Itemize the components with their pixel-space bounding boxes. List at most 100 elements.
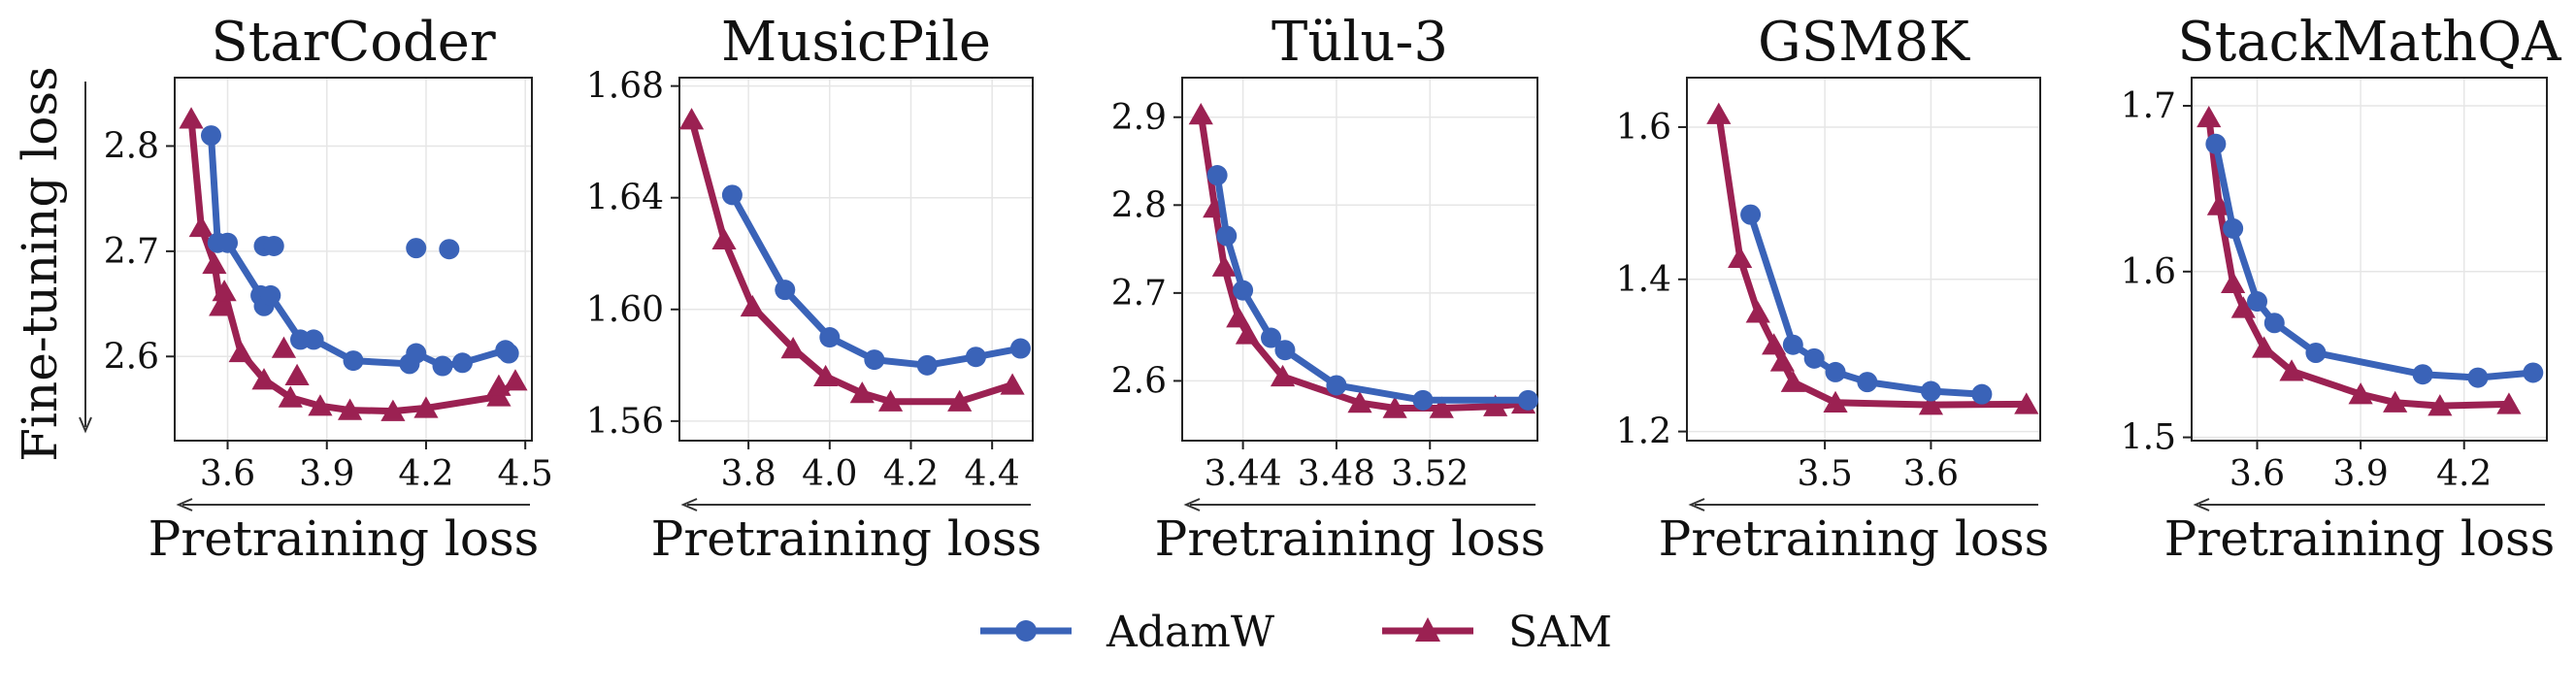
data-point-adamw [2523, 362, 2544, 383]
data-point-adamw [1274, 340, 1296, 361]
series-sam [179, 107, 528, 421]
y-axis-label-arrow-head [79, 416, 92, 434]
data-point-adamw [1233, 280, 1254, 301]
chart-title: StackMathQA [2177, 11, 2561, 74]
data-point-sam [284, 363, 310, 385]
chart-title: GSM8K [1758, 11, 1970, 74]
data-point-adamw [965, 346, 986, 368]
y-tick-label: 2.9 [1111, 98, 1167, 138]
data-point-sam [2196, 105, 2222, 128]
data-point-adamw [2223, 217, 2244, 239]
data-point-adamw [2205, 133, 2227, 154]
y-tick-label: 2.6 [1111, 361, 1167, 401]
y-axis-label-group: Fine-tuning loss [12, 66, 92, 462]
series-sam [678, 108, 1025, 412]
x-tick-label: 3.52 [1391, 454, 1469, 494]
y-tick-label: 2.8 [1111, 185, 1167, 225]
plot-frame [1686, 77, 2041, 442]
data-point-sam [1188, 103, 1213, 125]
data-point-sam [179, 107, 204, 129]
x-axis-label-arrow-head [176, 498, 193, 512]
data-point-adamw [200, 125, 221, 147]
chart-title: MusicPile [721, 11, 991, 74]
data-point-sam [228, 340, 253, 363]
y-tick-label: 1.56 [586, 402, 664, 442]
data-point-sam [212, 280, 237, 302]
data-point-sam [1728, 246, 1753, 269]
data-point-sam [2252, 336, 2277, 358]
panel-t-lu-3: 3.44 3.48 3.52 2.6 2.7 2.8 2.9 Tülu-3 Pretrainin… [1111, 11, 1546, 567]
x-tick-label: 3.44 [1205, 454, 1282, 494]
data-point-sam [2230, 296, 2256, 318]
panel-musicpile: 3.8 4.0 4.2 4.4 1.56 1.60 1.64 1.68 MusicPile Pre… [586, 11, 1041, 567]
data-point-adamw [263, 235, 284, 256]
data-point-adamw [217, 232, 239, 253]
data-point-adamw [1920, 380, 1941, 402]
data-point-sam [337, 398, 363, 420]
extra-points-adamw [253, 235, 460, 260]
y-tick-label: 1.64 [586, 179, 664, 218]
data-point-sam [780, 337, 806, 359]
legend: AdamW SAM [980, 608, 1612, 657]
data-point-adamw [1782, 334, 1803, 355]
data-point-sam [308, 394, 333, 416]
y-tick-label: 1.5 [2121, 418, 2176, 458]
data-point-sam [947, 389, 973, 412]
x-tick-label: 3.6 [2229, 454, 2285, 494]
x-tick-label: 3.9 [2332, 454, 2388, 494]
x-axis-label-arrow-head [2193, 498, 2210, 512]
data-point-sam [1347, 391, 1372, 413]
data-point-sam [1483, 394, 1508, 416]
data-point-sam [2427, 394, 2453, 416]
x-axis-label: Pretraining loss [149, 511, 540, 567]
data-point-sam [849, 381, 875, 404]
series-adamw [1740, 204, 1993, 405]
y-tick-label: 2.7 [1111, 274, 1167, 314]
data-point-adamw [1326, 375, 1347, 396]
legend-adamw-marker [1015, 620, 1037, 642]
data-point-sam [380, 399, 406, 421]
y-tick-label: 1.68 [586, 67, 664, 107]
data-point-adamw [2467, 367, 2489, 388]
panels: 3.6 3.9 4.2 4.5 2.6 2.7 2.8 StarCoder Pretrainin… [104, 11, 2561, 567]
series-adamw [2205, 133, 2544, 388]
data-point-sam [503, 369, 528, 391]
y-tick-label: 1.60 [586, 290, 664, 330]
data-point-adamw [1206, 165, 1228, 186]
data-point-adamw [498, 343, 519, 364]
data-point-adamw [406, 343, 427, 364]
plot-frame [678, 77, 1034, 442]
x-axis-label-arrow-head [1688, 498, 1705, 512]
x-tick-label: 4.5 [498, 454, 553, 494]
data-point-adamw [1216, 225, 1238, 247]
series-adamw [1206, 165, 1538, 411]
legend-adamw-label: AdamW [1106, 608, 1275, 657]
data-point-adamw [2412, 364, 2433, 385]
y-tick-label: 1.7 [2121, 86, 2176, 126]
data-point-adamw [1009, 338, 1031, 359]
data-point-sam [711, 227, 737, 250]
x-tick-label: 3.9 [299, 454, 354, 494]
x-axis-label-arrow-head [680, 498, 698, 512]
data-point-adamw [451, 352, 473, 374]
x-axis-label: Pretraining loss [1659, 511, 2050, 567]
data-point-adamw [1825, 361, 1846, 382]
legend-item-sam: SAM [1382, 608, 1612, 657]
data-point-adamw [1517, 389, 1538, 411]
legend-sam-marker [1415, 617, 1440, 642]
series-sam [1706, 102, 2039, 415]
data-point-adamw [1803, 347, 1825, 369]
data-point-adamw [916, 354, 938, 376]
data-point-sam [1270, 364, 1296, 387]
data-point-adamw [406, 238, 427, 259]
x-axis-label: Pretraining loss [1155, 511, 1546, 567]
data-point-sam [1226, 306, 1251, 328]
data-point-sam [1000, 373, 1025, 395]
data-point-adamw [1971, 383, 1993, 405]
data-point-sam [2221, 271, 2246, 293]
y-tick-label: 1.4 [1616, 260, 1671, 300]
data-point-sam [188, 214, 214, 238]
y-axis-label: Fine-tuning loss [12, 66, 68, 461]
x-axis-label: Pretraining loss [2164, 511, 2556, 567]
